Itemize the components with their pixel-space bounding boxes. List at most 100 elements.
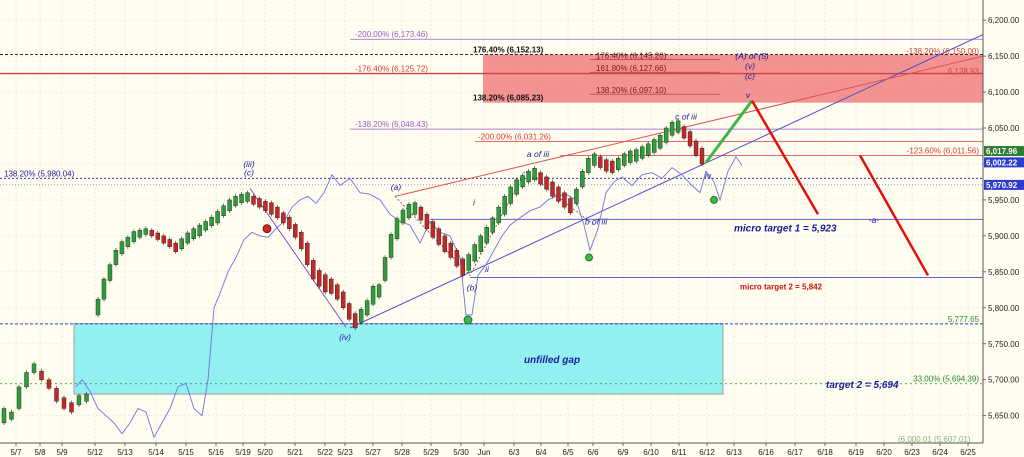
candle-body bbox=[1, 408, 7, 424]
wave-label: (A) of (5) bbox=[735, 51, 769, 61]
x-tick-label: 6/3 bbox=[508, 448, 520, 457]
wave-label: (b) bbox=[467, 283, 478, 293]
candle-body bbox=[251, 196, 256, 205]
candle-body bbox=[191, 228, 196, 239]
x-tick-label: 6/4 bbox=[535, 448, 547, 457]
candle-body bbox=[31, 363, 37, 373]
fib-level-label: -176.40% (6,125.72) bbox=[355, 65, 428, 74]
fib-level-label: 33.00% (5,694.39) bbox=[913, 375, 979, 384]
fib-level-label: 176.40% (6,152.13) bbox=[473, 46, 544, 55]
candle-body bbox=[526, 170, 531, 183]
y-tick-label: 5,900.00 bbox=[988, 232, 1020, 241]
wave-label: (c) bbox=[745, 71, 755, 81]
candle-body bbox=[161, 235, 166, 244]
candle-body bbox=[311, 260, 316, 280]
candle-body bbox=[669, 122, 675, 136]
wave-label: v bbox=[746, 90, 751, 100]
x-tick-label: 5/21 bbox=[287, 448, 303, 457]
x-tick-label: 6/16 bbox=[758, 448, 774, 457]
y-tick-label: 6,150.00 bbox=[988, 52, 1020, 61]
candle-body bbox=[538, 172, 543, 185]
candle-body bbox=[502, 196, 507, 215]
candle-body bbox=[9, 411, 14, 420]
candle-body bbox=[275, 206, 280, 219]
wave-label: ii bbox=[485, 264, 490, 274]
price-box bbox=[984, 146, 1024, 157]
candle-body bbox=[663, 127, 669, 143]
candle-body bbox=[263, 201, 268, 211]
candle-body bbox=[84, 393, 89, 402]
price-box-label: 5,970.92 bbox=[986, 181, 1018, 190]
candle-body bbox=[508, 186, 513, 204]
fib-level-label: -138.20% (6,048.43) bbox=[355, 120, 428, 129]
candle-body bbox=[610, 160, 615, 173]
x-tick-label: 6/20 bbox=[876, 448, 892, 457]
x-tick-label: 5/16 bbox=[208, 448, 224, 457]
candle-body bbox=[472, 244, 477, 262]
candle-body bbox=[215, 211, 220, 224]
x-tick-label: 5/27 bbox=[365, 448, 381, 457]
wave-marker-green bbox=[585, 253, 593, 262]
projection-down-line bbox=[750, 100, 820, 215]
candle-body bbox=[39, 370, 44, 380]
candle-body bbox=[496, 206, 501, 224]
wave-label: b of iii bbox=[585, 216, 608, 226]
candle-body bbox=[46, 379, 52, 389]
x-tick-label: 6/10 bbox=[643, 448, 659, 457]
projection-up-line bbox=[704, 99, 754, 164]
x-tick-label: 6/5 bbox=[562, 448, 574, 457]
candle-body bbox=[113, 250, 119, 265]
candle-body bbox=[466, 254, 471, 271]
candle-body bbox=[305, 242, 310, 265]
candle-body bbox=[484, 227, 489, 244]
candle-body bbox=[173, 242, 178, 252]
candle-body bbox=[693, 140, 699, 156]
x-tick-label: 6/24 bbox=[932, 448, 948, 457]
wave-label: i bbox=[473, 198, 476, 208]
x-tick-label: 6/23 bbox=[904, 448, 920, 457]
candle-body bbox=[687, 131, 693, 147]
x-tick-label: 6/11 bbox=[672, 448, 688, 457]
y-tick-label: 5,700.00 bbox=[988, 376, 1020, 385]
fib-level-label: -200.00% (6,173.46) bbox=[355, 30, 428, 39]
fib-level-label: -138.20% (6,150.00) bbox=[906, 47, 979, 56]
x-tick-label: 5/14 bbox=[148, 448, 164, 457]
candle-body bbox=[76, 395, 82, 406]
candle-body bbox=[221, 205, 226, 216]
candle-body bbox=[442, 235, 448, 252]
wave-label: (c) bbox=[244, 167, 254, 177]
candle-body bbox=[299, 232, 304, 250]
x-tick-label: 5/8 bbox=[34, 448, 46, 457]
candle-body bbox=[544, 176, 549, 190]
wave-label: iv bbox=[705, 170, 712, 180]
fib-level-label: 138.20% (6,085.23) bbox=[473, 94, 544, 103]
y-tick-label: 6,050.00 bbox=[988, 124, 1020, 133]
candle-body bbox=[257, 198, 262, 208]
candle-body bbox=[317, 270, 322, 287]
candle-body bbox=[346, 303, 352, 320]
candle-body bbox=[239, 193, 244, 204]
fib-level-label: -200.00% (6,031.26) bbox=[478, 132, 551, 141]
candle-body bbox=[490, 217, 495, 233]
candle-body bbox=[520, 175, 525, 188]
candle-body bbox=[574, 188, 579, 204]
candle-body bbox=[119, 241, 125, 255]
candle-body bbox=[131, 231, 137, 242]
candle-body bbox=[418, 206, 424, 221]
y-tick-label: 5,750.00 bbox=[988, 340, 1020, 349]
candle-body bbox=[580, 170, 585, 188]
x-tick-label: 6/12 bbox=[699, 448, 715, 457]
zone-level-label: 176.40% (6,145.20) bbox=[596, 52, 667, 61]
candle-body bbox=[604, 159, 609, 172]
x-tick-label: 6/6 bbox=[587, 448, 599, 457]
candle-body bbox=[167, 239, 172, 247]
micro-target-2-label: micro target 2 = 5,842 bbox=[740, 283, 823, 292]
candle-body bbox=[16, 386, 22, 409]
x-tick-label: 5/13 bbox=[117, 448, 133, 457]
x-tick-label: Jun bbox=[478, 448, 491, 457]
candle-body bbox=[364, 300, 370, 316]
candle-body bbox=[562, 192, 567, 208]
micro-target-1-label: micro target 1 = 5,923 bbox=[734, 223, 837, 234]
candle-body bbox=[197, 224, 202, 237]
price-box-label: 6,017.96 bbox=[986, 147, 1018, 156]
